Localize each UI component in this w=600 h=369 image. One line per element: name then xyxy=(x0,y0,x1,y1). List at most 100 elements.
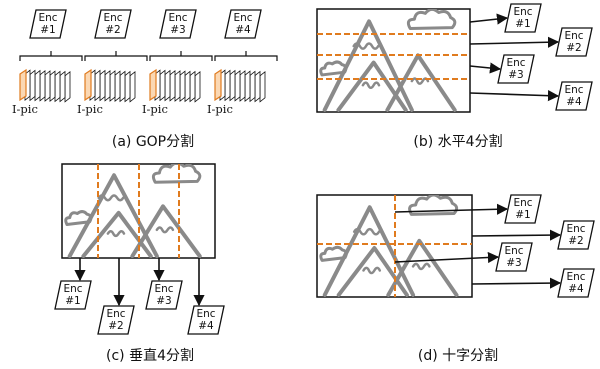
encoder-label-line: Enc xyxy=(106,308,125,320)
cross-encoder-1: Enc #1 xyxy=(504,194,542,224)
gop-frame xyxy=(179,70,186,103)
encoder-label-line: Enc xyxy=(168,12,187,24)
encoder-label-line: Enc xyxy=(513,197,532,209)
encoder-label-line: #4 xyxy=(198,320,214,332)
caption-cross: (d) 十字分割 xyxy=(418,347,498,364)
encoder-box-shape xyxy=(97,305,135,335)
encoder-label-line: Enc xyxy=(38,12,57,24)
cross-encoder-3: Enc #3 xyxy=(495,242,533,272)
cross-arrow-4 xyxy=(471,277,562,289)
gop-ipic-frame xyxy=(19,68,27,102)
encoder-box-shape xyxy=(557,268,595,298)
encoder-label: Enc #1 xyxy=(513,197,532,221)
vertical-dividers xyxy=(97,164,180,258)
horizontal-dividers xyxy=(317,33,470,80)
horizontal-arrows xyxy=(469,13,560,102)
gop-ipic-frame xyxy=(214,68,222,102)
encoder-box-shape xyxy=(145,280,183,310)
mountain-front xyxy=(336,60,408,112)
horizontal-encoder-2: Enc #2 xyxy=(555,27,593,57)
vertical-encoder-1: Enc #1 xyxy=(54,280,92,310)
snow-line-3 xyxy=(411,262,431,271)
encoder-label-line: Enc xyxy=(154,283,173,295)
mountain-large xyxy=(322,205,416,297)
encoder-label-line: Enc xyxy=(504,245,523,257)
gop-ipic-label-1: I-pic xyxy=(12,102,38,116)
encoder-box-shape xyxy=(504,194,542,224)
encoder-label-line: Enc xyxy=(564,84,583,96)
cross-encoder-4: Enc #4 xyxy=(557,268,595,298)
snow-line-2 xyxy=(362,266,382,275)
gop-frame xyxy=(194,70,201,103)
gop-frame xyxy=(94,69,101,102)
encoder-label: Enc #2 xyxy=(564,30,583,54)
horizontal-encoder-1: Enc #1 xyxy=(504,3,542,33)
encoder-label-line: #3 xyxy=(508,69,523,81)
encoder-label-line: Enc xyxy=(196,308,215,320)
encoder-label-line: Enc xyxy=(506,57,525,69)
encoder-label-line: Enc xyxy=(63,283,82,295)
gop-frame xyxy=(229,69,236,102)
encoder-box-shape xyxy=(187,305,225,335)
encoder-label: Enc #1 xyxy=(38,12,57,36)
gop-ipic-frame xyxy=(149,68,157,102)
gop-encoder-4: Enc #4 xyxy=(224,9,262,39)
encoder-box-shape xyxy=(504,3,542,33)
cross-dividers xyxy=(317,195,472,297)
cross-encoder-2: Enc #2 xyxy=(557,220,595,250)
vertical-encoder-4: Enc #4 xyxy=(187,305,225,335)
encoder-label-line: #2 xyxy=(568,235,583,247)
cloud-top-right xyxy=(406,9,457,30)
encoder-label-line: #1 xyxy=(515,209,530,221)
snow-line-1 xyxy=(352,227,381,236)
cross-scene xyxy=(319,195,459,297)
encoder-label-line: #2 xyxy=(108,320,123,332)
scene-art xyxy=(64,164,202,258)
encoder-label-line: #1 xyxy=(65,295,80,307)
encoder-label: Enc #4 xyxy=(233,12,252,36)
encoder-label-line: #3 xyxy=(170,24,185,36)
encoder-label-line: Enc xyxy=(513,6,532,18)
gop-bracket-3 xyxy=(149,51,213,61)
gop-frame xyxy=(234,69,241,102)
gop-frame xyxy=(44,70,51,102)
gop-frame xyxy=(59,70,66,103)
encoder-box-shape xyxy=(495,242,533,272)
encoder-box-shape xyxy=(159,9,197,39)
encoder-box-shape xyxy=(224,9,262,39)
scene-art xyxy=(319,195,459,297)
gop-frame xyxy=(104,69,111,102)
gop-frame xyxy=(249,70,256,103)
gop-stack-3 xyxy=(149,68,201,103)
encoder-box-shape xyxy=(497,54,535,84)
cloud-left xyxy=(64,210,93,227)
encoder-label-line: #4 xyxy=(235,24,251,36)
gop-frame xyxy=(124,70,131,103)
encoder-label-line: #3 xyxy=(506,257,521,269)
encoder-label: Enc #4 xyxy=(566,271,585,295)
mountain-large xyxy=(67,173,159,258)
encoder-label: Enc #2 xyxy=(106,308,125,332)
gop-ipic-label-3: I-pic xyxy=(142,102,168,116)
encoder-label: Enc #2 xyxy=(103,12,122,36)
encoder-label-line: Enc xyxy=(564,30,583,42)
gop-frame xyxy=(99,69,106,102)
gop-ipic-frame xyxy=(84,68,92,102)
encoder-label: Enc #1 xyxy=(513,6,532,30)
encoder-box-shape xyxy=(29,9,67,39)
caption-vertical: (c) 垂直4分割 xyxy=(106,347,194,364)
caption-gop: (a) GOP分割 xyxy=(112,133,194,150)
gop-frame xyxy=(29,69,36,102)
encoder-label-line: #1 xyxy=(515,18,530,30)
gop-frame xyxy=(114,70,121,103)
horizontal-arrow-1 xyxy=(469,13,509,25)
gop-frame xyxy=(259,70,266,103)
encoder-box-shape xyxy=(557,220,595,250)
mountain-large xyxy=(322,19,414,112)
